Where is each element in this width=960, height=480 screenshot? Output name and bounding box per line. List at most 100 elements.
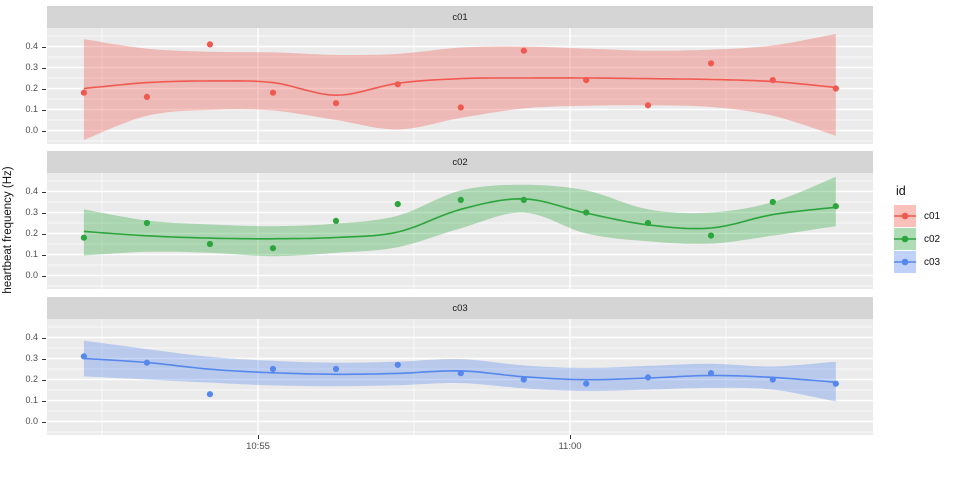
y-tick-mark — [42, 212, 46, 214]
y-tick-label: 0.2 — [25, 374, 38, 384]
data-point — [769, 376, 776, 383]
y-tick-label: 0.2 — [25, 83, 38, 93]
data-point — [206, 41, 214, 48]
legend-key-point — [901, 258, 909, 266]
data-point — [583, 209, 590, 216]
x-tick-label: 11:00 — [558, 441, 582, 452]
data-point — [332, 365, 340, 373]
data-point — [206, 391, 214, 398]
legend-key-swatch — [894, 251, 916, 273]
data-point — [394, 81, 401, 88]
legend-item-c03: c03 — [894, 251, 940, 273]
y-tick-label: 0.1 — [25, 104, 38, 114]
y-tick-mark — [42, 254, 46, 256]
x-tick-mark — [570, 435, 571, 439]
data-point — [80, 89, 88, 96]
data-point — [832, 380, 839, 387]
data-point — [394, 361, 401, 368]
y-tick-mark — [42, 46, 46, 48]
facet-strip-label: c02 — [452, 156, 468, 168]
y-tick-label: 0.0 — [25, 125, 38, 135]
x-tick-label: 10:55 — [246, 441, 270, 452]
y-tick-label: 0.4 — [25, 186, 38, 196]
data-point — [332, 217, 340, 224]
data-point — [269, 245, 277, 252]
data-point — [269, 89, 277, 96]
data-point — [769, 198, 776, 206]
data-point — [520, 196, 527, 203]
facet-panel-c01 — [47, 28, 873, 144]
y-tick-mark — [42, 358, 46, 360]
data-point — [206, 240, 214, 248]
data-point — [832, 203, 839, 210]
facet-panel-c03 — [47, 319, 873, 435]
legend-item-c01: c01 — [894, 205, 940, 227]
y-tick-mark — [42, 67, 46, 69]
data-point — [707, 232, 715, 239]
y-tick-label: 0.4 — [25, 332, 38, 342]
y-tick-label: 0.0 — [25, 270, 38, 280]
legend-item-label: c01 — [924, 210, 941, 222]
data-point — [457, 370, 464, 377]
data-point — [143, 219, 151, 227]
data-point — [520, 376, 527, 383]
y-tick-label: 0.2 — [25, 228, 38, 238]
legend-item-label: c03 — [924, 256, 941, 268]
facet-strip-label: c03 — [452, 302, 468, 314]
data-point — [707, 370, 715, 377]
y-tick-label: 0.4 — [25, 41, 38, 51]
y-tick-mark — [42, 109, 46, 111]
y-tick-mark — [42, 88, 46, 90]
data-point — [143, 359, 151, 366]
data-point — [583, 380, 590, 387]
legend-key-swatch — [894, 205, 916, 227]
data-point — [457, 196, 464, 203]
data-point — [644, 219, 652, 227]
data-point — [394, 201, 401, 208]
y-tick-label: 0.3 — [25, 353, 38, 363]
y-tick-mark — [42, 233, 46, 235]
facet-strip-c03: c03 — [47, 297, 873, 319]
data-point — [457, 104, 464, 111]
facet-strip-label: c01 — [452, 11, 468, 23]
y-tick-label: 0.1 — [25, 249, 38, 259]
data-point — [644, 102, 652, 109]
data-point — [644, 374, 652, 381]
y-tick-label: 0.1 — [25, 395, 38, 405]
legend-title: id — [896, 184, 906, 198]
data-point — [707, 60, 715, 67]
data-point — [332, 100, 340, 107]
legend-key-point — [901, 235, 909, 243]
legend-item-c02: c02 — [894, 228, 940, 250]
y-tick-mark — [42, 191, 46, 193]
y-tick-label: 0.3 — [25, 207, 38, 217]
data-point — [80, 234, 88, 241]
legend-key-swatch — [894, 228, 916, 250]
data-point — [520, 47, 527, 54]
legend-item-label: c02 — [924, 233, 941, 245]
y-tick-mark — [42, 379, 46, 381]
legend-key-point — [901, 212, 909, 220]
smooth-line — [83, 77, 836, 97]
data-point — [269, 365, 277, 373]
y-tick-mark — [42, 337, 46, 339]
y-tick-mark — [42, 421, 46, 423]
confidence-ribbon — [83, 33, 836, 140]
data-point — [769, 77, 776, 84]
data-point — [832, 85, 839, 92]
data-point — [583, 77, 590, 84]
y-tick-mark — [42, 400, 46, 402]
y-tick-label: 0.3 — [25, 62, 38, 72]
data-point — [80, 353, 88, 360]
facet-strip-c02: c02 — [47, 151, 873, 173]
facet-strip-c01: c01 — [47, 6, 873, 28]
legend: id c01 c02 c03 — [894, 184, 940, 274]
y-tick-mark — [42, 130, 46, 132]
x-tick-mark — [258, 435, 259, 439]
smooth-line — [83, 197, 836, 240]
data-point — [143, 93, 151, 100]
y-tick-label: 0.0 — [25, 416, 38, 426]
facet-panel-c02 — [47, 173, 873, 289]
confidence-ribbon — [83, 176, 836, 257]
